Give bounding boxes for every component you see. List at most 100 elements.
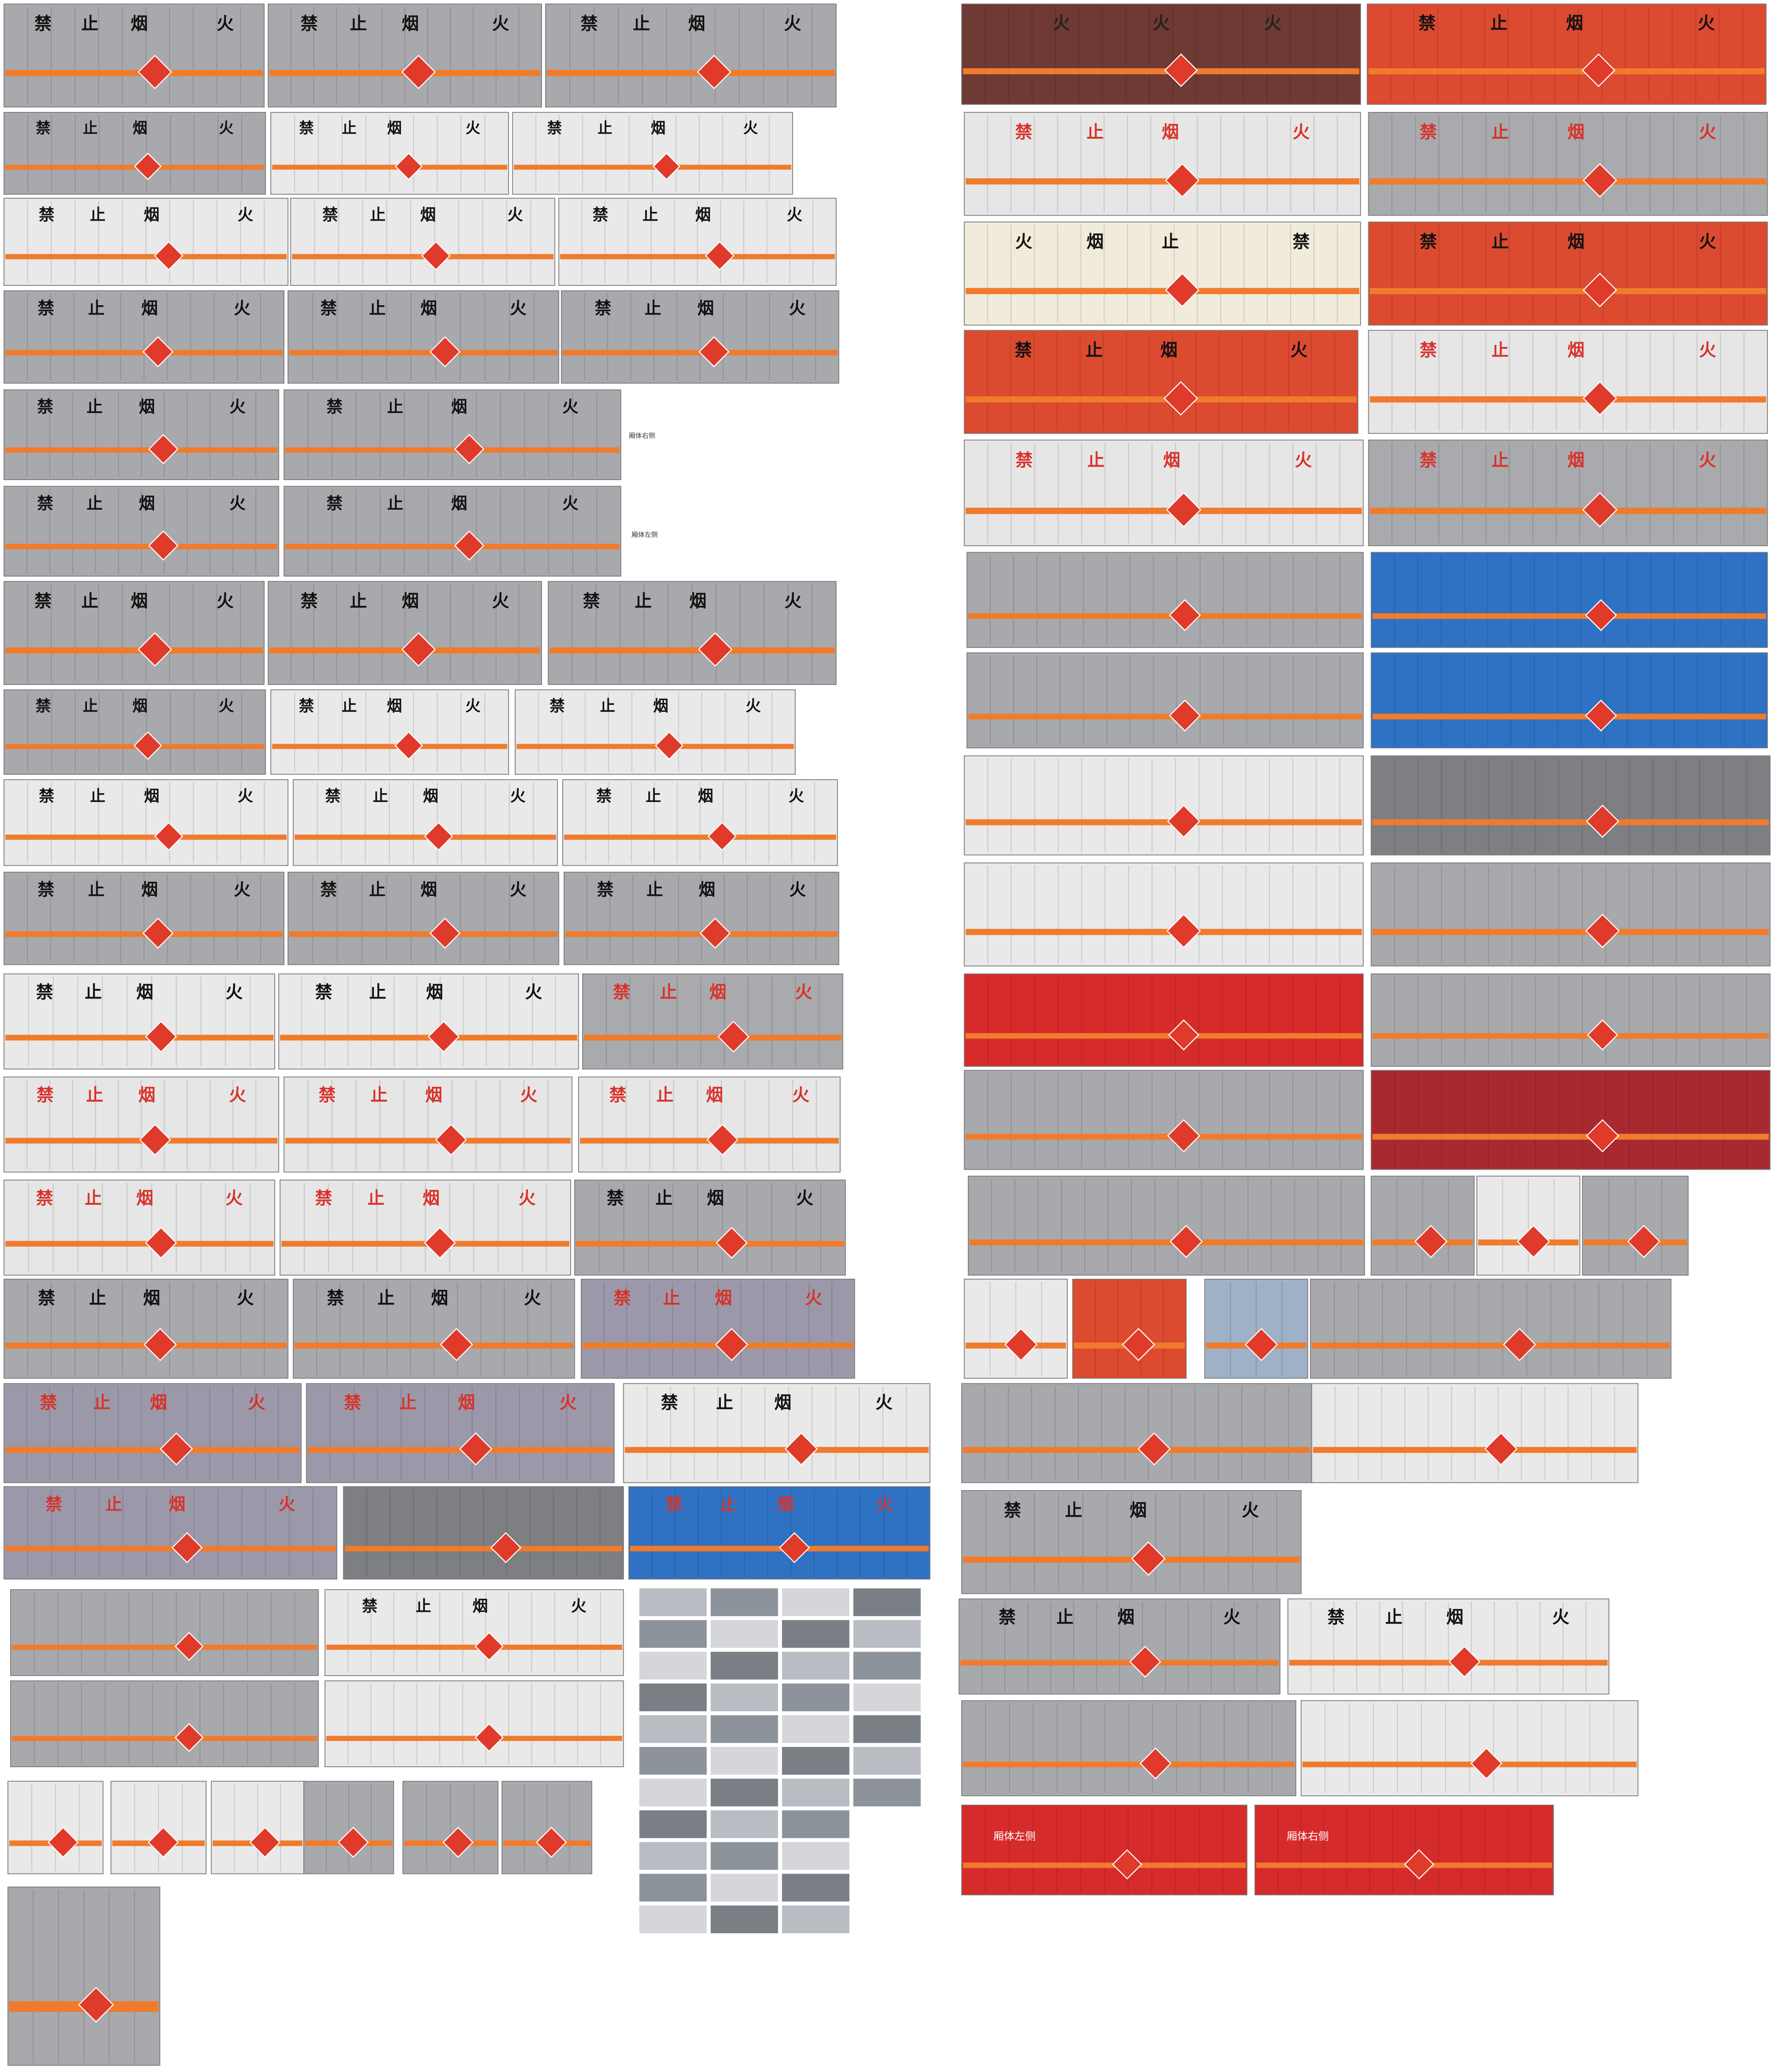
panel-box <box>1072 1278 1187 1379</box>
panel-label: 禁 <box>609 1085 627 1105</box>
panel-label: 火 <box>1053 13 1070 33</box>
panel: 禁止烟火 <box>545 3 837 108</box>
panel <box>1300 1700 1639 1796</box>
panel <box>1371 1070 1771 1170</box>
warning-stripe <box>966 507 1362 514</box>
panel-label: 烟 <box>423 787 438 805</box>
panel-label: 烟 <box>1446 1607 1464 1627</box>
panel-label: 烟 <box>431 1288 448 1308</box>
panel-label: 烟 <box>138 1085 155 1105</box>
panel-label: 火 <box>278 1495 295 1514</box>
panel-label: 禁 <box>614 1288 631 1308</box>
panel-label: 烟 <box>451 494 467 513</box>
hazard-placard <box>142 918 174 949</box>
panel-label: 禁 <box>597 881 614 900</box>
hazard-placard <box>474 1723 504 1752</box>
panel-label: 火 <box>237 1288 254 1308</box>
panel-label: 止 <box>1490 13 1507 33</box>
panel-label: 火 <box>507 206 523 224</box>
panel-label: 烟 <box>707 1188 724 1208</box>
hazard-placard <box>1169 699 1201 732</box>
panel-label: 禁 <box>325 787 340 805</box>
panel-label: 烟 <box>402 591 419 611</box>
hazard-placard <box>1138 1432 1171 1466</box>
panel <box>7 1887 160 2066</box>
panel-box <box>3 1278 289 1379</box>
hazard-placard <box>697 55 732 89</box>
panel: 禁止烟火 <box>959 1598 1280 1695</box>
warning-stripe <box>1372 613 1766 619</box>
panel-label: 火 <box>465 697 480 715</box>
hazard-placard <box>1582 272 1618 308</box>
panel-box <box>581 1278 855 1379</box>
hazard-placard <box>1166 492 1201 528</box>
hazard-placard <box>1470 1747 1502 1780</box>
panel-label: 火 <box>234 881 250 900</box>
panel-label: 禁 <box>36 119 50 136</box>
warning-stripe <box>516 744 794 749</box>
hazard-placard <box>535 1826 567 1858</box>
hazard-placard <box>1582 492 1618 528</box>
panel-box <box>3 871 285 965</box>
panel-label: 烟 <box>715 1288 732 1308</box>
panel <box>1072 1278 1187 1379</box>
panel: 禁止烟火 <box>512 112 793 195</box>
panel-label: 止 <box>85 982 102 1002</box>
panel: 禁止烟火 <box>964 112 1361 216</box>
panel-label: 火 <box>216 14 234 34</box>
hazard-placard <box>474 1632 504 1661</box>
panel: 火火火 <box>961 3 1361 105</box>
panel-label: 禁 <box>1420 450 1437 470</box>
warning-stripe <box>1372 1134 1769 1140</box>
panel-label: 禁 <box>326 398 343 417</box>
panel-label: 止 <box>85 1188 102 1208</box>
panel-label: 禁 <box>315 1188 332 1208</box>
panel-label: 火 <box>1264 13 1281 33</box>
hazard-placard <box>705 241 735 271</box>
panel: 禁止烟火 <box>581 1278 855 1379</box>
panel-label: 火 <box>1152 13 1169 33</box>
warning-stripe <box>963 1761 1295 1768</box>
warning-stripe <box>285 1138 571 1144</box>
panel-label: 火 <box>792 1085 809 1105</box>
panel-label: 止 <box>88 881 105 900</box>
photo-tile <box>782 1747 849 1775</box>
panel-label: 止 <box>1492 122 1509 142</box>
panel-label: 火 <box>234 299 250 318</box>
panel-box <box>563 871 839 965</box>
warning-stripe <box>963 1447 1310 1453</box>
hazard-placard <box>1404 1849 1434 1880</box>
photo-tile <box>639 1778 707 1807</box>
warning-stripe <box>326 1736 622 1741</box>
panel-label: 禁 <box>299 697 314 715</box>
panel-label: 禁 <box>36 697 51 715</box>
warning-stripe <box>5 447 277 453</box>
panel-label: 止 <box>1492 340 1509 360</box>
panel <box>964 1070 1364 1170</box>
panel-label: 烟 <box>451 398 467 417</box>
panel-label: 禁 <box>1420 232 1437 252</box>
panel-label: 火 <box>510 787 526 805</box>
warning-stripe <box>1372 929 1769 935</box>
panel-label: 火 <box>238 206 253 224</box>
panel-box <box>964 330 1359 434</box>
panel-box <box>961 3 1361 105</box>
warning-stripe <box>966 929 1362 935</box>
panel-label: 火 <box>226 982 243 1002</box>
warning-stripe <box>1370 507 1766 514</box>
panel-label: 止 <box>88 299 105 318</box>
hazard-placard <box>148 530 178 561</box>
panel-label: 禁 <box>1328 1607 1345 1627</box>
hazard-placard <box>143 1328 177 1362</box>
panel-label: 火 <box>796 1188 813 1208</box>
panel-label: 止 <box>369 299 386 318</box>
warning-stripe <box>549 647 835 654</box>
warning-stripe <box>1313 1447 1637 1453</box>
photo-tile <box>782 1715 849 1743</box>
warning-stripe <box>963 68 1360 74</box>
panel-box <box>3 112 266 195</box>
warning-stripe <box>289 931 558 937</box>
panel: 禁止烟火 <box>3 1383 302 1483</box>
hazard-placard <box>652 152 681 180</box>
